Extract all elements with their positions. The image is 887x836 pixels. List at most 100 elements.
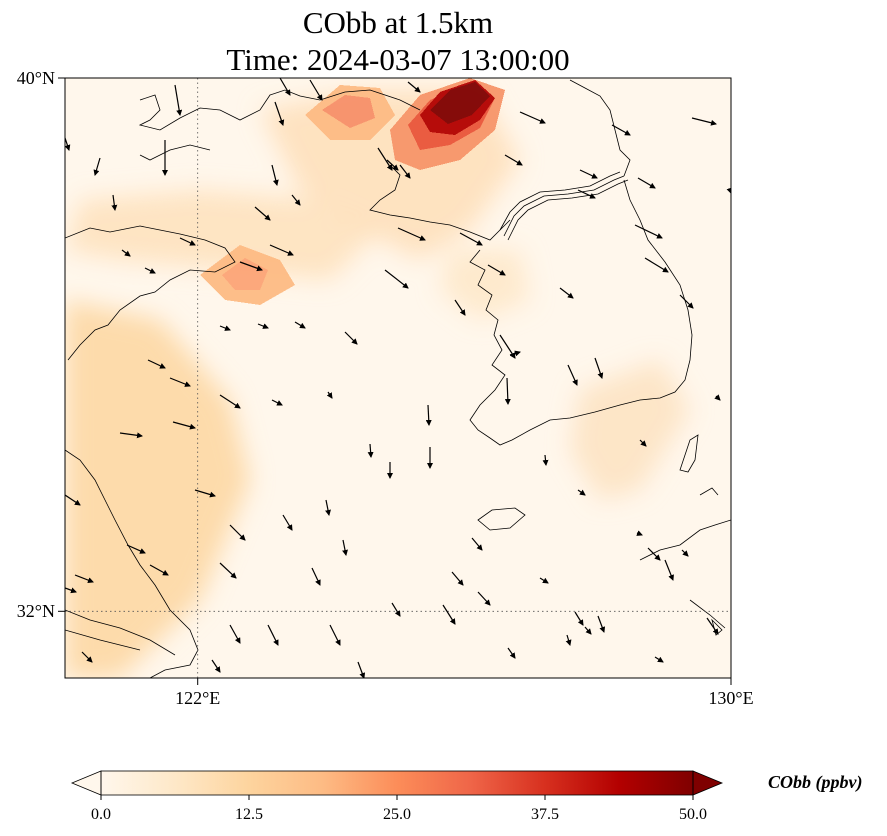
wind-arrow: [636, 530, 643, 536]
wind-vectors: [65, 78, 731, 678]
wind-arrow: [542, 454, 549, 466]
wind-arrow: [267, 624, 279, 646]
wind-arrow: [679, 294, 694, 309]
axis-ticks: [58, 77, 732, 685]
wind-arrow: [597, 615, 606, 633]
wind-arrow: [504, 154, 523, 166]
wind-arrow: [367, 443, 374, 458]
coastlines: [65, 79, 731, 678]
wind-arrow: [681, 549, 689, 557]
wind-arrow: [459, 232, 483, 246]
wind-arrow: [344, 331, 358, 345]
liaodong-coast: [369, 164, 511, 241]
wind-arrow: [239, 261, 263, 272]
wind-arrow: [342, 539, 348, 556]
wind-arrow: [639, 439, 647, 447]
wind-arrow: [329, 624, 341, 646]
wind-arrow: [539, 577, 549, 584]
wind-arrow: [507, 647, 516, 659]
wind-arrow: [454, 299, 466, 316]
wind-arrow: [169, 377, 191, 387]
lat-tick-32n: 32°N: [17, 601, 55, 621]
wind-arrow: [229, 524, 246, 541]
wind-arrow: [325, 499, 331, 516]
wind-arrow: [93, 157, 101, 176]
wind-arrow: [65, 587, 77, 594]
wind-arrow: [326, 391, 333, 399]
wind-arrow: [634, 224, 663, 239]
wind-arrow: [194, 489, 216, 498]
colorbar-tick-4: 50.0: [679, 806, 707, 823]
wind-arrow: [291, 194, 301, 206]
wind-arrow: [574, 611, 584, 626]
wind-arrow: [451, 571, 464, 586]
wind-arrow: [509, 350, 521, 357]
colorbar-tick-3: 37.5: [531, 806, 559, 823]
map-area: [65, 78, 731, 678]
wind-arrow: [714, 394, 721, 401]
wind-arrow: [147, 359, 166, 369]
plot-title-line1: CObb at 1.5km: [303, 5, 493, 40]
colorbar-tick-0: 0.0: [91, 806, 111, 823]
wind-arrow: [111, 194, 118, 211]
wind-arrow: [384, 269, 409, 289]
wind-arrow: [271, 164, 279, 186]
shandong-coast: [65, 225, 236, 361]
wind-arrow: [294, 321, 306, 329]
concentration-field: [65, 78, 690, 678]
wind-arrow: [399, 164, 411, 179]
plot-title-line2: Time: 2024-03-07 13:00:00: [226, 42, 569, 77]
colorbar-min-extend: [70, 770, 102, 796]
wind-arrow: [219, 394, 241, 409]
jeju-island: [477, 507, 526, 531]
wind-arrow: [274, 101, 285, 126]
wind-arrow: [126, 544, 146, 554]
yangtze-estuary: [65, 609, 176, 656]
wind-arrow: [577, 189, 596, 199]
wind-arrow: [311, 567, 321, 586]
wind-arrow: [565, 634, 572, 646]
colorbar: 0.0 12.5 25.0 37.5 50.0 CObb (ppbv): [70, 770, 862, 823]
wind-arrow: [65, 494, 81, 506]
wind-arrow: [229, 624, 241, 644]
korea-coast: [469, 179, 693, 446]
wind-arrow: [567, 364, 578, 386]
wind-arrow: [637, 177, 656, 189]
bohai-coast: [138, 89, 421, 131]
wind-arrow: [121, 249, 131, 257]
wind-arrow: [257, 323, 269, 329]
wind-arrow: [691, 117, 717, 126]
wind-arrow: [664, 559, 674, 581]
wind-arrow: [254, 206, 271, 221]
lon-tick-130e: 130°E: [708, 688, 753, 708]
wind-arrow: [357, 661, 366, 678]
wind-arrow: [425, 404, 432, 426]
wind-arrow: [644, 257, 669, 273]
wind-arrow: [119, 432, 143, 439]
wind-arrow: [594, 357, 604, 379]
wind-arrow: [74, 574, 94, 583]
colorbar-max-extend: [692, 770, 724, 796]
wind-arrow: [477, 591, 491, 606]
jiangsu-coast: [65, 449, 199, 678]
wind-arrow: [504, 377, 511, 405]
wind-arrow: [611, 124, 631, 136]
tsushima-island: [679, 434, 699, 473]
wind-arrow: [577, 489, 586, 496]
wind-arrow: [647, 547, 661, 561]
wind-arrow: [584, 626, 592, 635]
wind-arrow: [269, 244, 294, 256]
wind-arrow: [397, 227, 426, 241]
colorbar-tick-1: 12.5: [235, 806, 263, 823]
wind-arrow: [271, 399, 283, 406]
wind-arrow: [309, 79, 323, 101]
wind-arrow: [442, 604, 456, 625]
wind-arrow: [391, 602, 401, 617]
wind-arrow: [219, 562, 237, 579]
lat-tick-40n: 40°N: [17, 68, 55, 88]
wind-arrow: [65, 137, 71, 151]
wind-arrow: [179, 237, 196, 246]
wind-arrow: [174, 84, 183, 116]
wind-arrow: [386, 159, 399, 171]
